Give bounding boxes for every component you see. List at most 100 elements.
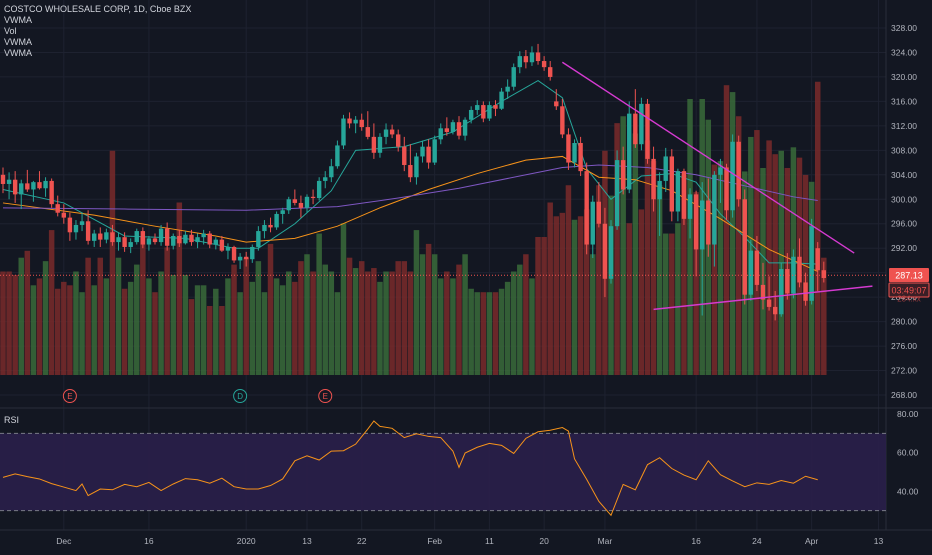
candle-body bbox=[201, 233, 206, 238]
volume-bar bbox=[620, 116, 626, 375]
candle bbox=[237, 253, 243, 269]
candle-body bbox=[286, 199, 291, 211]
candle bbox=[383, 123, 389, 145]
volume-bar bbox=[91, 285, 97, 375]
candle-body bbox=[505, 86, 510, 92]
candle bbox=[748, 239, 754, 301]
candle bbox=[511, 63, 516, 91]
volume-bar bbox=[316, 233, 322, 375]
study-vwma-1[interactable]: VWMA bbox=[4, 15, 32, 25]
candle-body bbox=[207, 233, 212, 245]
candle-body bbox=[517, 56, 522, 68]
candle bbox=[560, 98, 565, 139]
volume-bar bbox=[401, 261, 408, 375]
candle-body bbox=[49, 180, 54, 205]
candle-body bbox=[140, 231, 146, 245]
time-tick-label: Mar bbox=[598, 536, 613, 546]
candle-body bbox=[304, 196, 310, 208]
candle-body bbox=[493, 105, 498, 109]
candle-body bbox=[627, 113, 632, 190]
candle bbox=[402, 136, 407, 172]
candle-body bbox=[177, 235, 182, 244]
candle-body bbox=[98, 233, 103, 240]
price-tick-label: 296.00 bbox=[891, 219, 917, 229]
candle bbox=[572, 139, 577, 168]
candle bbox=[432, 135, 437, 166]
volume-bar bbox=[18, 257, 24, 375]
volume-bar bbox=[12, 274, 18, 375]
volume-bar bbox=[821, 257, 827, 375]
volume-bar bbox=[30, 285, 37, 375]
candle bbox=[280, 207, 285, 224]
candle bbox=[195, 233, 200, 249]
volume-bar bbox=[480, 292, 487, 375]
volume-bar bbox=[42, 261, 49, 375]
volume-bar bbox=[425, 243, 432, 375]
candle-body bbox=[614, 160, 620, 227]
study-vwma-2[interactable]: VWMA bbox=[4, 37, 32, 47]
rsi-tick-label: 60.00 bbox=[897, 448, 919, 458]
volume-bar bbox=[675, 223, 681, 375]
time-tick-label: Dec bbox=[56, 536, 72, 546]
candle bbox=[98, 227, 103, 247]
candles[interactable] bbox=[0, 43, 826, 321]
candle-body bbox=[371, 136, 377, 153]
candle bbox=[371, 123, 377, 159]
volume-bar bbox=[176, 202, 183, 375]
candle bbox=[797, 238, 802, 288]
event-marker bbox=[62, 389, 77, 403]
candle bbox=[104, 228, 109, 244]
price-axis[interactable]: 328.00 324.00 320.00 316.00 312.00 308.00 304.… bbox=[891, 23, 919, 496]
study-vol[interactable]: Vol bbox=[4, 26, 17, 36]
rsi-band bbox=[0, 432, 886, 512]
volume-bar bbox=[24, 250, 31, 375]
candle bbox=[821, 261, 826, 283]
price-tick-label: 292.00 bbox=[891, 243, 917, 253]
candle bbox=[505, 79, 510, 99]
candle bbox=[146, 235, 152, 251]
candle-body bbox=[815, 248, 820, 271]
candle bbox=[365, 111, 370, 140]
study-vwma-3[interactable]: VWMA bbox=[4, 48, 32, 58]
candle bbox=[614, 150, 620, 230]
candle bbox=[645, 98, 650, 164]
vwma-fast-line bbox=[2, 80, 818, 265]
rsi-pane-label[interactable]: RSI bbox=[4, 415, 20, 425]
volume-bar bbox=[73, 271, 79, 375]
volume-bar bbox=[644, 140, 651, 375]
candle-body bbox=[329, 166, 334, 178]
volume-bar bbox=[231, 264, 237, 375]
event-label: E bbox=[67, 392, 72, 401]
candle-body bbox=[262, 224, 267, 232]
candle bbox=[450, 119, 456, 135]
candle bbox=[122, 232, 127, 252]
candle bbox=[444, 117, 450, 136]
candle bbox=[244, 251, 249, 267]
volume-bar bbox=[340, 223, 347, 375]
candle bbox=[663, 147, 668, 192]
candle-body bbox=[797, 256, 802, 283]
price-tick-label: 328.00 bbox=[891, 23, 917, 33]
candle bbox=[55, 195, 60, 217]
candle bbox=[791, 249, 796, 299]
candle bbox=[171, 233, 176, 250]
candle-body bbox=[669, 156, 674, 212]
candle bbox=[219, 235, 225, 252]
volume-bar bbox=[419, 254, 426, 375]
time-axis[interactable]: Dec 16 2020 13 22 Feb 11 20 Mar 16 24 Apr 13 bbox=[56, 536, 883, 546]
candle-body bbox=[499, 91, 504, 109]
price-tick-label: 324.00 bbox=[891, 47, 917, 57]
candle-body bbox=[231, 246, 237, 261]
trendlines[interactable] bbox=[561, 61, 873, 311]
price-badges: 287.13 03:49:07 284.xx bbox=[0, 268, 930, 304]
volume-bar bbox=[267, 243, 274, 375]
candle-body bbox=[748, 250, 754, 295]
symbol-title[interactable]: COSTCO WHOLESALE CORP, 1D, Cboe BZX bbox=[4, 4, 192, 14]
candle-body bbox=[37, 182, 42, 189]
candle bbox=[493, 100, 498, 117]
rsi-band-fill bbox=[0, 433, 886, 511]
volume-bar bbox=[444, 271, 450, 375]
